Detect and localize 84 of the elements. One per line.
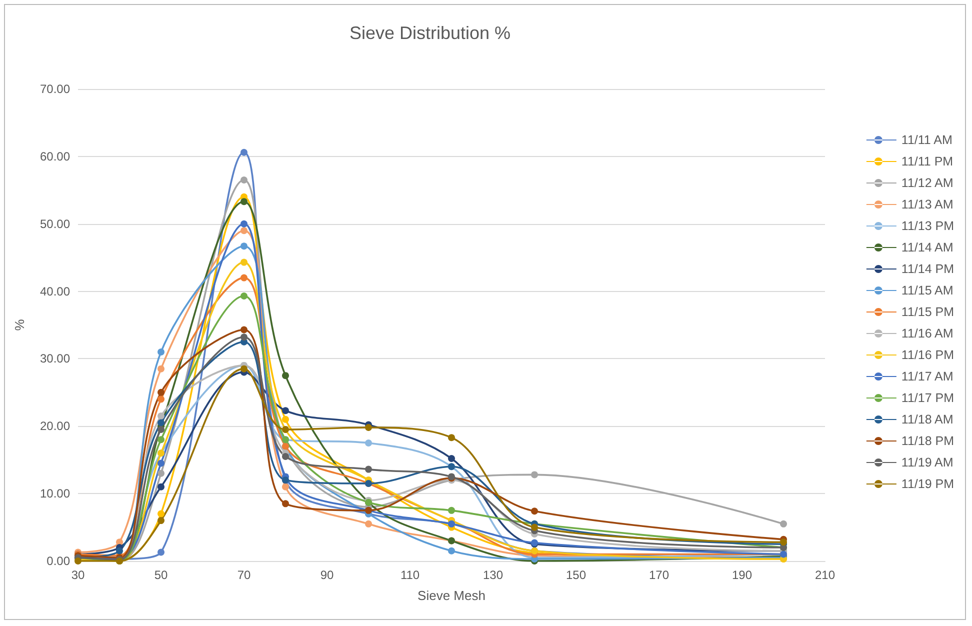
y-tick-label: 70.00 <box>40 82 70 96</box>
x-tick-label: 30 <box>71 568 85 582</box>
point <box>158 470 164 477</box>
point <box>448 434 455 442</box>
point <box>282 483 289 490</box>
x-tick-label: 190 <box>732 568 752 582</box>
point <box>240 274 248 282</box>
y-tick-label: 0.00 <box>46 554 70 568</box>
point <box>240 326 248 334</box>
y-axis-title: % <box>12 318 27 331</box>
point <box>116 547 123 554</box>
legend-label: 11/17 AM <box>901 370 954 384</box>
point <box>780 520 787 528</box>
legend-label: 11/14 AM <box>901 240 954 254</box>
y-tick-label: 20.00 <box>40 419 70 434</box>
point <box>158 426 164 434</box>
x-tick-label: 170 <box>648 568 670 582</box>
point <box>240 258 248 266</box>
point <box>240 242 248 250</box>
point <box>158 388 164 396</box>
x-axis-title: Sieve Mesh <box>418 588 486 603</box>
y-tick-label: 60.00 <box>40 149 70 164</box>
legend-label: 11/13 PM <box>901 219 954 233</box>
point <box>240 227 248 234</box>
point <box>240 292 248 300</box>
point <box>158 396 164 403</box>
legend-label: 11/16 AM <box>901 326 954 340</box>
x-tick-label: 50 <box>154 568 168 582</box>
x-tick-label: 130 <box>482 568 504 582</box>
x-tick-label: 150 <box>566 568 586 582</box>
point <box>531 508 538 515</box>
point <box>158 348 164 356</box>
point <box>240 365 248 372</box>
y-tick-label: 30.00 <box>40 352 70 366</box>
point <box>240 220 248 228</box>
legend-label: 11/18 AM <box>901 412 954 426</box>
y-tick-label: 10.00 <box>40 486 70 501</box>
point <box>158 517 164 524</box>
point <box>448 547 455 554</box>
point <box>531 471 538 478</box>
point <box>240 334 248 341</box>
point <box>448 455 455 462</box>
point <box>158 365 164 372</box>
point <box>365 466 372 473</box>
point <box>282 407 289 414</box>
legend-label: 11/14 PM <box>901 262 954 276</box>
point <box>282 416 289 423</box>
point <box>365 440 372 446</box>
point <box>240 176 248 184</box>
legend-label: 11/15 AM <box>901 284 954 298</box>
point <box>158 548 164 556</box>
legend-label: 11/13 AM <box>901 198 954 212</box>
legend-label: 11/11 AM <box>901 133 952 147</box>
x-tick-label: 110 <box>400 568 420 582</box>
point <box>240 148 248 156</box>
legend-label: 11/11 PM <box>901 154 954 168</box>
legend-label: 11/12 AM <box>901 176 954 190</box>
point <box>158 412 164 420</box>
legend-label: 11/19 PM <box>901 477 954 491</box>
point <box>158 436 164 444</box>
legend-label: 11/16 PM <box>901 348 954 362</box>
x-tick-label: 90 <box>320 568 334 582</box>
point <box>240 198 248 206</box>
point <box>365 424 372 431</box>
legend-label: 11/19 AM <box>901 456 954 470</box>
point <box>158 510 164 518</box>
legend-label: 11/15 PM <box>901 305 954 319</box>
point <box>282 452 289 460</box>
point <box>158 460 164 467</box>
y-tick-label: 40.00 <box>40 284 70 298</box>
chart-title: Sieve Distribution % <box>349 23 511 43</box>
point <box>365 520 372 528</box>
x-tick-label: 210 <box>814 568 836 582</box>
point <box>282 372 289 380</box>
x-tick-label: 70 <box>237 568 251 582</box>
point <box>158 419 164 426</box>
legend-label: 11/17 PM <box>901 391 954 405</box>
y-tick-label: 50.00 <box>40 216 70 231</box>
point <box>74 558 82 564</box>
point <box>282 500 289 508</box>
legend-label: 11/18 PM <box>901 434 954 448</box>
point <box>158 483 164 490</box>
point <box>531 524 538 531</box>
point <box>448 506 455 514</box>
